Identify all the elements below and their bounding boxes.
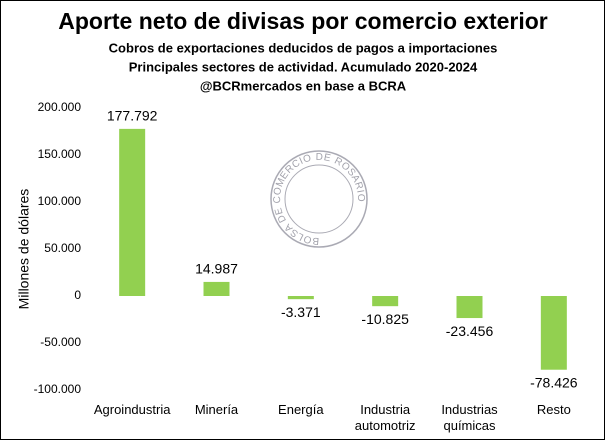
y-tick-label: 200.000 [38, 100, 82, 114]
watermark-ring [284, 164, 354, 234]
value-label: 177.792 [107, 108, 158, 124]
y-axis-label: Millones de dólares [16, 189, 32, 310]
bar [456, 296, 483, 319]
x-tick-label: Resto [536, 402, 571, 417]
watermark-ring [270, 150, 368, 248]
bar [372, 296, 399, 307]
x-tick-label: Agroindustria [93, 402, 171, 417]
bar [203, 281, 230, 296]
y-tick-label: -50.000 [40, 335, 81, 349]
value-label: 14.987 [195, 261, 238, 277]
y-tick-label: -100.000 [34, 382, 82, 396]
value-label: -23.456 [446, 323, 494, 339]
bar [287, 296, 314, 300]
y-tick-label: 50.000 [44, 241, 81, 255]
value-label: -78.426 [530, 374, 578, 390]
y-tick-label: 0 [74, 288, 81, 302]
watermark: BOLSA DE COMERCIO DE ROSARIO [270, 150, 368, 248]
y-tick-label: 100.000 [38, 194, 82, 208]
x-tick-label: Industrias químicas [441, 402, 498, 433]
bar [119, 128, 146, 296]
chart-title: Aporte neto de divisas por comercio exte… [58, 8, 548, 34]
chart-subtitle: @BCRmercados en base a BCRA [200, 78, 407, 93]
watermark-path: BOLSA DE COMERCIO DE ROSARIO [272, 152, 366, 247]
value-label: -10.825 [361, 311, 409, 327]
value-label: -3.371 [281, 304, 321, 320]
chart-subtitle: Principales sectores de actividad. Acumu… [129, 59, 478, 74]
x-tick-label: Energía [278, 402, 324, 417]
watermark-text: BOLSA DE COMERCIO DE ROSARIO [272, 152, 367, 247]
chart-subtitle: Cobros de exportaciones deducidos de pag… [109, 40, 498, 55]
y-tick-label: 150.000 [38, 147, 82, 161]
bar [540, 296, 567, 370]
x-tick-label: Industria automotriz [354, 402, 416, 433]
x-tick-label: Minería [194, 402, 239, 417]
